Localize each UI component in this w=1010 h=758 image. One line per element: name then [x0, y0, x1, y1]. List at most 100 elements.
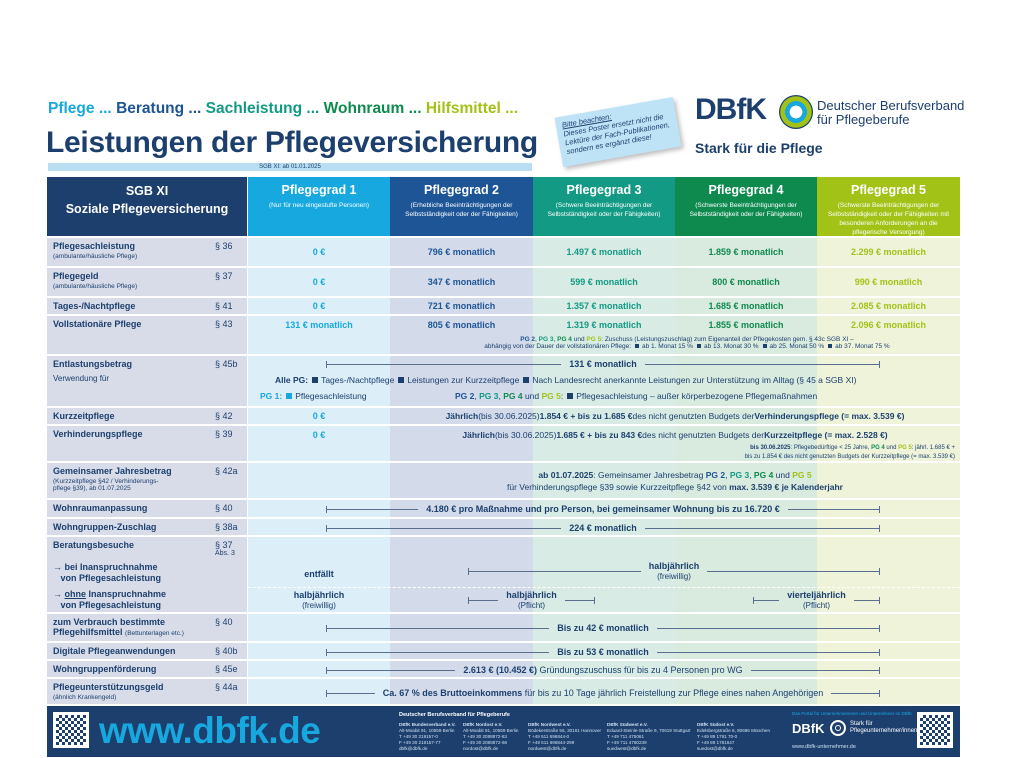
- text: § 44a: [215, 682, 238, 692]
- page-title: Leistungen der Pflegeversicherung: [46, 126, 538, 159]
- text: (Nur für neu eingestufte Personen): [268, 202, 370, 209]
- row-kurzzeitpflege: Kurzzeitpflege § 42 0 € Jährlich (bis 30.…: [47, 406, 960, 424]
- row-pflegehilfsmittel: zum Verbrauch bestimmte Pflegehilfsmittel…: [47, 612, 960, 641]
- text: DBfK Südost e.V.: [697, 722, 735, 727]
- decoration: Wohnraumanpassung § 40: [47, 500, 247, 517]
- text: des nicht genutzten Budgets der: [642, 430, 765, 440]
- decoration: [567, 393, 574, 399]
- text: 0 €: [312, 411, 326, 421]
- text: halbjährlich: [648, 561, 700, 571]
- decoration: [675, 177, 817, 704]
- text: Pflegegrad 1: [281, 183, 357, 197]
- text: § 40: [215, 503, 233, 513]
- text: Entlastungsbetrag: [53, 359, 133, 369]
- portal-claim: Stark für Pflegeunternehmer/innen: [850, 721, 918, 734]
- text: SGB XI: [125, 184, 169, 198]
- text: bei Inanspruchnahme: [64, 562, 158, 572]
- text: (bis 30.06.2025): [478, 411, 540, 421]
- text: 1.319 € monatlich: [566, 320, 642, 330]
- decoration: 224 € monatlich: [318, 523, 888, 533]
- text: zum Verbrauch bestimmte: [53, 617, 166, 627]
- portal-link[interactable]: www.dbfk-unternehmer.de: [792, 744, 856, 750]
- row-entlastungsbetrag: Entlastungsbetrag Verwendung für § 45b 131…: [47, 354, 960, 406]
- decoration: [326, 624, 550, 632]
- row-verhinderungspflege: Verhinderungspflege § 39 0 € Jährlich (bi…: [47, 424, 960, 461]
- text: Verhinderungspflege (= max. 3.539 €): [754, 411, 905, 421]
- text: Kurzzeitpflege: [53, 411, 115, 421]
- row-jahresbetrag: Gemeinsamer Jahresbetrag (Kurzzeitpflege …: [47, 461, 960, 498]
- text: ,: [553, 336, 558, 343]
- decoration: zum Verbrauch bestimmte Pflegehilfsmittel…: [47, 614, 247, 641]
- text: T +49 89 1791 70-0: [697, 734, 738, 739]
- text: Nach Landesrecht anerkannte Leistungen z…: [532, 375, 857, 385]
- decoration: Ca. 67 % des Bruttoeinkommens für bis zu…: [318, 688, 888, 698]
- text: § 38a: [215, 522, 238, 532]
- text: halbjährlich: [293, 590, 345, 600]
- text: 805 € monatlich: [427, 320, 496, 330]
- header-pg4: Pflegegrad 4 (Schwerste Beeinträchtigunge…: [675, 177, 817, 236]
- website-link[interactable]: www.dbfk.de: [99, 710, 321, 751]
- text: Verhinderungspflege: [53, 429, 143, 439]
- text: 796 € monatlich: [427, 247, 496, 257]
- header-pg5: Pflegegrad 5 (Schwerste Beeinträchtigunge…: [817, 177, 960, 236]
- decoration: Jährlich (bis 30.06.2025) 1.685 € + bis …: [390, 426, 960, 444]
- text: und: [773, 470, 793, 480]
- decoration: vierteljährlich (Pflicht): [745, 590, 888, 611]
- decoration: Digitale Pflegeanwendungen § 40b: [47, 643, 247, 659]
- text: (Pflicht): [802, 601, 831, 610]
- text: Bis zu 42 € monatlich: [557, 623, 649, 633]
- row-pflegesachleistung: Pflegesachleistung (ambulante/häusliche P…: [47, 236, 960, 266]
- text: ab 01.07.2025: [538, 470, 594, 480]
- text: T +49 30 2088872-63: [463, 734, 507, 739]
- decoration: [564, 597, 596, 604]
- text: Alt-Moabit 91, 10559 Berlin: [463, 728, 519, 733]
- text: PG 4: [557, 336, 572, 343]
- text: 2.085 € monatlich: [850, 301, 927, 311]
- portal-text: Das Portal für Unternehmerinnen und Unte…: [792, 711, 913, 716]
- row-digitale-pflegeanwendungen: Digitale Pflegeanwendungen § 40b Bis zu 5…: [47, 641, 960, 659]
- jahresbetrag-text: ab 01.07.2025: Gemeinsamer Jahresbetrag …: [390, 469, 960, 493]
- footer-org: Deutscher Berufsverband für Pflegeberufe: [399, 712, 510, 718]
- text: T +49 711 475061: [607, 734, 644, 739]
- decoration: [762, 344, 767, 348]
- text: F +49 30 2088872-66: [463, 740, 508, 745]
- text: 0 €: [312, 247, 326, 257]
- alle-pg-use: Alle PG: Tages-/Nachtpflege Leistungen zur…: [275, 375, 856, 385]
- text: Leistungen zur Kurzzeitpflege: [407, 375, 520, 385]
- text: (Bettunterlagen etc.): [125, 630, 184, 637]
- decoration: [831, 689, 881, 697]
- tagline: Pflege ... Beratung ... Sachleistung ...…: [48, 100, 518, 118]
- text: Alle PG:: [275, 375, 309, 385]
- decoration: Kurzzeitpflege § 42: [47, 408, 247, 424]
- text: : Pflegebedürftige < 25 Jahre,: [790, 445, 872, 451]
- logo-mark: DBfK: [695, 93, 767, 126]
- row-beratungsbesuche: Beratungsbesuche § 37 Abs. 3 → bei Inansp…: [47, 535, 960, 612]
- text: ohne: [64, 589, 87, 599]
- text: (ambulante/häusliche Pflege): [53, 283, 138, 290]
- text: ab 13. Monat 30 %: [703, 343, 759, 350]
- text: Pflegegrad 4: [708, 183, 784, 197]
- decoration: Ca. 67 % des Bruttoeinkommens für bis zu…: [383, 688, 824, 698]
- decoration: 131 € monatlich: [318, 359, 888, 369]
- office-nordost: DBfK Nordost e.V. Alt-Moabit 91, 10559 Be…: [463, 722, 538, 752]
- decoration: [656, 624, 881, 632]
- text: PG 3: [729, 470, 750, 480]
- decoration: Pflegeunterstützungsgeld (ähnlich Kranken…: [47, 679, 247, 704]
- text: F +49 511 696844-299: [528, 740, 575, 745]
- text: ,: [725, 470, 730, 480]
- header-pg2: Pflegegrad 2 (Erhebliche Beeinträchtigung…: [390, 177, 533, 236]
- decoration: Wohngruppenförderung § 45e: [47, 661, 247, 677]
- text: Alt-Moabit 91, 10559 Berlin: [399, 728, 455, 733]
- decoration: [326, 505, 419, 513]
- text: Wohnraumanpassung: [53, 503, 148, 513]
- text: Pflegegeld: [53, 271, 99, 281]
- text: ab 25. Monat 50 %: [769, 343, 825, 350]
- decoration: 4.180 € pro Maßnahme und pro Person, bei…: [318, 504, 888, 514]
- text: § 40b: [215, 646, 238, 656]
- decoration: halbjährlich (Pflicht): [460, 590, 603, 611]
- text: ,: [498, 391, 504, 401]
- tagline-hilfsmittel: Hilfsmittel ...: [425, 100, 519, 117]
- text: nordost@dbfk.de: [463, 746, 499, 751]
- decoration: 2.613 € (10.452 €) Gründungszuschuss für…: [318, 665, 888, 675]
- decoration: [390, 177, 533, 704]
